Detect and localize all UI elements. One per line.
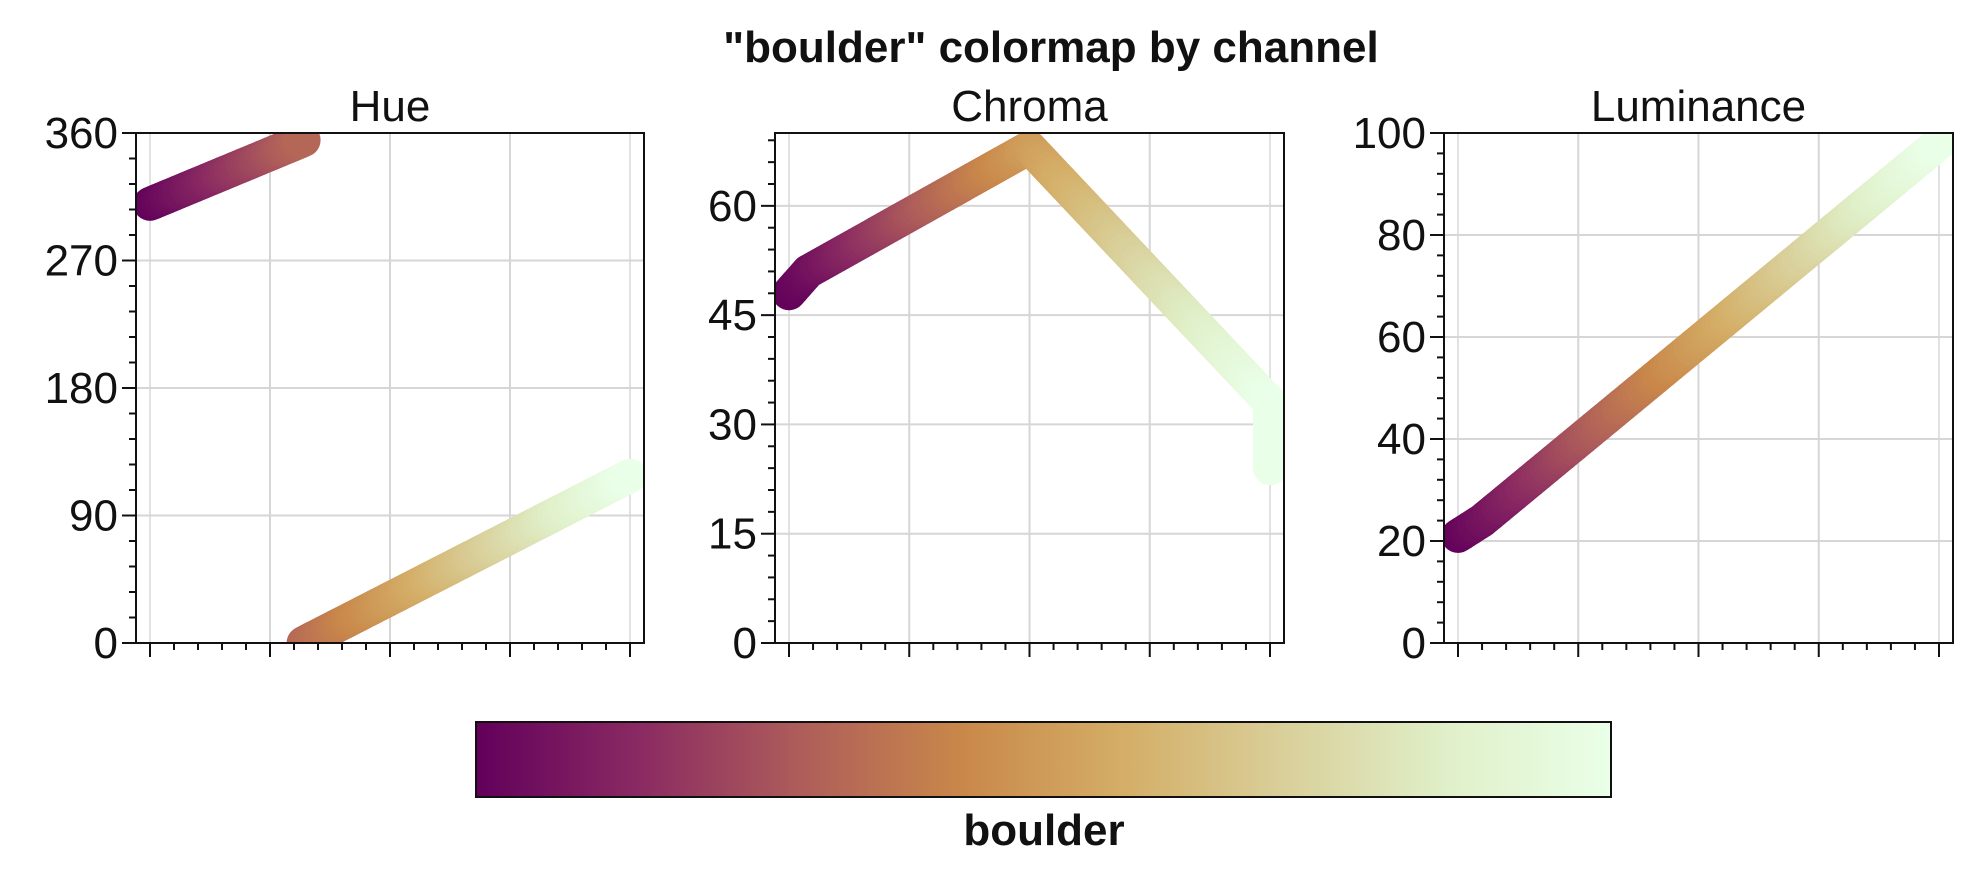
y-tick-label: 0 (94, 619, 118, 668)
colorbar: boulder (475, 721, 1612, 855)
channel-curve (775, 133, 1284, 486)
y-tick-label: 20 (1377, 517, 1426, 566)
y-tick-label: 40 (1377, 415, 1426, 464)
curve-segment (1917, 133, 1953, 164)
y-tick-label: 0 (733, 619, 757, 668)
y-tick-label: 60 (1377, 313, 1426, 362)
y-tick-label: 90 (69, 492, 118, 541)
y-tick-label: 30 (708, 400, 757, 449)
panel-luminance: 0 20 40 60 80 100 Luminance (1353, 82, 1954, 668)
panel-hue: 0 90 180 270 360 Hue (45, 82, 645, 668)
panel-chroma: 0 15 30 45 60 Chroma (708, 82, 1285, 668)
channel-curve (136, 133, 644, 643)
channel-curve (1444, 133, 1953, 553)
y-tick-label: 100 (1353, 109, 1426, 158)
colorbar-label: boulder (963, 806, 1124, 855)
y-tick-label: 0 (1402, 619, 1426, 668)
y-tick-label: 80 (1377, 211, 1426, 260)
figure-title: "boulder" colormap by channel (723, 23, 1378, 72)
panel-title: Chroma (951, 82, 1108, 131)
panel-title: Luminance (1591, 82, 1806, 131)
panels: 0 90 180 270 360 Hue 0 15 30 45 60 Chroma 0 20 40 60 80 1… (45, 82, 1954, 668)
curve-segment (282, 133, 321, 159)
y-tick-label: 360 (45, 109, 118, 158)
y-tick-label: 45 (708, 291, 757, 340)
colorbar-gradient (475, 721, 1612, 798)
y-tick-label: 270 (45, 237, 118, 286)
panel-title: Hue (350, 82, 431, 131)
y-tick-label: 60 (708, 182, 757, 231)
curve-segment (609, 458, 644, 495)
y-tick-label: 180 (45, 364, 118, 413)
y-tick-label: 15 (708, 510, 757, 559)
